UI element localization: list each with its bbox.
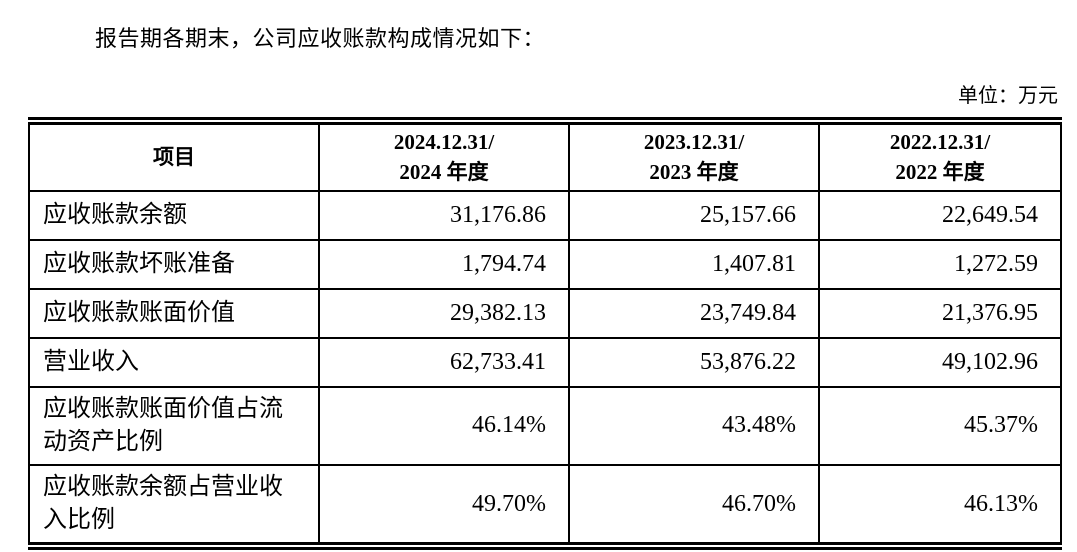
- row-label: 应收账款余额占营业收入比例: [28, 464, 320, 548]
- row-value: 49.70%: [318, 464, 570, 548]
- row-value: 25,157.66: [568, 189, 820, 241]
- row-value: 53,876.22: [568, 336, 820, 388]
- row-label: 营业收入: [28, 336, 320, 388]
- table-row: 应收账款余额占营业收入比例 49.70% 46.70% 46.13%: [28, 464, 1062, 548]
- receivables-composition-table: 项目 2024.12.31/2024 年度 2023.12.31/2023 年度…: [28, 117, 1062, 551]
- row-label: 应收账款账面价值占流动资产比例: [28, 385, 320, 467]
- row-value: 49,102.96: [818, 336, 1062, 388]
- row-value: 1,272.59: [818, 238, 1062, 290]
- table-row: 应收账款账面价值占流动资产比例 46.14% 43.48% 45.37%: [28, 385, 1062, 467]
- row-value: 46.70%: [568, 464, 820, 548]
- header-period-2023-year: 2023 年度: [649, 160, 739, 185]
- table-row: 营业收入 62,733.41 53,876.22 49,102.96: [28, 336, 1062, 388]
- header-period-2024-year: 2024 年度: [399, 160, 489, 185]
- row-value: 46.14%: [318, 385, 570, 467]
- table-row: 应收账款坏账准备 1,794.74 1,407.81 1,272.59: [28, 238, 1062, 290]
- row-value: 45.37%: [818, 385, 1062, 467]
- row-label: 应收账款余额: [28, 189, 320, 241]
- document-page: 报告期各期末，公司应收账款构成情况如下： 单位：万元 项目 2024.12.31…: [28, 21, 1062, 551]
- header-period-2023-date: 2023.12.31/: [643, 130, 745, 154]
- row-value: 43.48%: [568, 385, 820, 467]
- unit-label: 单位：万元: [958, 85, 1058, 107]
- header-period-2023: 2023.12.31/2023 年度: [568, 120, 820, 192]
- header-period-2022-date: 2022.12.31/: [889, 130, 991, 154]
- header-item-column: 项目: [28, 120, 320, 192]
- header-period-2024-date: 2024.12.31/: [393, 130, 495, 154]
- row-label: 应收账款账面价值: [28, 287, 320, 339]
- header-period-2022-year: 2022 年度: [895, 160, 985, 185]
- row-value: 62,733.41: [318, 336, 570, 388]
- table-row: 应收账款账面价值 29,382.13 23,749.84 21,376.95: [28, 287, 1062, 339]
- row-value: 21,376.95: [818, 287, 1062, 339]
- header-period-2024: 2024.12.31/2024 年度: [318, 120, 570, 192]
- row-label: 应收账款坏账准备: [28, 238, 320, 290]
- row-value: 1,794.74: [318, 238, 570, 290]
- table-row: 应收账款余额 31,176.86 25,157.66 22,649.54: [28, 189, 1062, 241]
- section-title: 报告期各期末，公司应收账款构成情况如下：: [95, 26, 546, 51]
- row-value: 31,176.86: [318, 189, 570, 241]
- row-value: 23,749.84: [568, 287, 820, 339]
- row-value: 1,407.81: [568, 238, 820, 290]
- row-value: 29,382.13: [318, 287, 570, 339]
- header-period-2022: 2022.12.31/2022 年度: [818, 120, 1062, 192]
- row-value: 22,649.54: [818, 189, 1062, 241]
- table-header-row: 项目 2024.12.31/2024 年度 2023.12.31/2023 年度…: [28, 120, 1062, 192]
- row-value: 46.13%: [818, 464, 1062, 548]
